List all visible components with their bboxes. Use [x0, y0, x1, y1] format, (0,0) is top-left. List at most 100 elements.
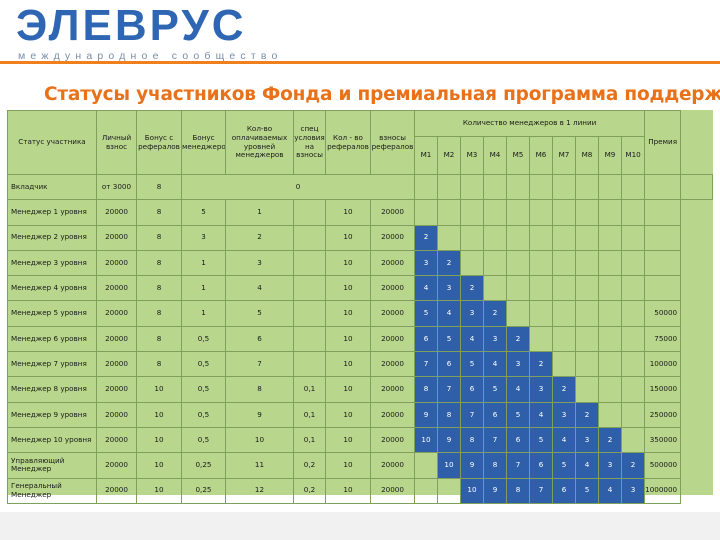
cell-m9: [620, 173, 646, 201]
cell-status: Управляющий Менеджер: [7, 452, 97, 479]
cell-m3: 10: [460, 477, 484, 504]
cell-bonus-ref: 10: [136, 401, 182, 428]
cell-paid-levels: 10: [225, 426, 294, 454]
cell-m5: [506, 300, 530, 327]
cell-bonus: [644, 249, 682, 277]
cell-ref-count: 10: [325, 376, 371, 403]
cell-m8: 4: [575, 452, 599, 479]
cell-m7: 6: [552, 477, 576, 504]
cell-paid-levels: 1: [225, 199, 294, 226]
cell-m5: 4: [506, 376, 530, 403]
cell-m3: [460, 199, 484, 226]
cell-bonus-ref: 8: [136, 224, 182, 251]
cell-m1: 9: [414, 401, 438, 428]
cell-bonus-mgr: 0,25: [181, 452, 226, 479]
cell-m9: [598, 376, 622, 403]
cell-m6: [529, 224, 553, 251]
cell-m10: 3: [620, 477, 646, 504]
cell-special: [293, 351, 326, 378]
cell-ref-count: 10: [325, 351, 371, 378]
cell-m2: 4: [437, 300, 461, 327]
cell-m1: 8: [414, 376, 438, 403]
cell-bonus-mgr: 1: [181, 249, 226, 277]
cell-m4: 4: [483, 351, 507, 378]
cell-m3: 6: [460, 376, 484, 403]
cell-m5: 2: [506, 325, 530, 353]
cell-deposit: 20000: [96, 426, 137, 454]
cell-m6: 7: [529, 477, 553, 504]
cell-m4: 2: [483, 300, 507, 327]
cell-deposit: 20000: [96, 300, 137, 327]
cell-bonus-ref: 8: [136, 325, 182, 353]
cell-m7: [552, 249, 576, 277]
cell-special: [293, 224, 326, 251]
cell-bonus: 50000: [644, 300, 682, 327]
page-title: Статусы участников Фонда и премиальная п…: [44, 84, 720, 105]
cell-m3: 3: [460, 300, 484, 327]
cell-status: Менеджер 10 уровня: [7, 426, 97, 454]
cell-special: 0,1: [293, 426, 326, 454]
cell-bonus: [644, 199, 682, 226]
cell-m5: [506, 224, 530, 251]
cell-m1: 10: [414, 426, 438, 454]
cell-m9: 4: [598, 477, 622, 504]
cell-ref-count: 10: [325, 199, 371, 226]
cell-status: Менеджер 7 уровня: [7, 351, 97, 378]
cell-m5: 6: [506, 426, 530, 454]
cell-m8: [575, 325, 599, 353]
cell-m7: [552, 351, 576, 378]
cell-m9: [598, 351, 622, 378]
cell-bonus-ref: 10: [136, 426, 182, 454]
cell-status: Менеджер 3 уровня: [7, 249, 97, 277]
cell-m4: [483, 275, 507, 302]
cell-m10: [620, 351, 646, 378]
cell-ref-count: 10: [325, 325, 371, 353]
table-row: Менеджер 5 уровня 20000 8 1 5 10 20000 5 4 3 2 5000…: [7, 300, 713, 327]
cell-ref-contrib: 20000: [370, 300, 415, 327]
cell-m4: 6: [483, 401, 507, 428]
cell-m3: 8: [460, 426, 484, 454]
cell-ref-contrib: 20000: [370, 351, 415, 378]
cell-deposit: 20000: [96, 325, 137, 353]
header-paid-levels: Кол-во оплачиваемых уровней менеджеров: [225, 110, 294, 175]
table-row: Менеджер 10 уровня 20000 10 0,5 10 0,1 10 20000…: [7, 426, 713, 454]
cell-m8: [575, 249, 599, 277]
header-m3: M3: [460, 136, 484, 175]
cell-zero: 0: [181, 173, 415, 201]
cell-m6: 5: [529, 426, 553, 454]
status-table-panel: Статус участника Личный взнос Бонус с ре…: [7, 110, 713, 504]
cell-m4: [506, 173, 530, 201]
cell-m7: [552, 224, 576, 251]
cell-m2: 2: [437, 249, 461, 277]
cell-deposit: 20000: [96, 351, 137, 378]
cell-m5: 8: [506, 477, 530, 504]
cell-m5: [506, 249, 530, 277]
cell-m3: 9: [460, 452, 484, 479]
cell-ref-count: 10: [325, 224, 371, 251]
cell-m10: [620, 199, 646, 226]
cell-m10: [620, 275, 646, 302]
cell-m7: [575, 173, 599, 201]
cell-m9: [598, 275, 622, 302]
header-divider: [0, 61, 720, 64]
header-m1: M1: [414, 136, 438, 175]
cell-status: Менеджер 4 уровня: [7, 275, 97, 302]
footer-strip: [0, 512, 720, 540]
header-managers-group: Количество менеджеров в 1 линии: [413, 110, 646, 137]
cell-bonus-ref: 8: [136, 275, 182, 302]
cell-m2: 10: [437, 452, 461, 479]
cell-m5: [506, 275, 530, 302]
table-row: Менеджер 2 уровня 20000 8 3 2 10 20000 2: [7, 224, 713, 251]
cell-ref-count: 10: [325, 249, 371, 277]
header-bonus-ref: Бонус с рефералов: [136, 110, 182, 175]
cell-m2: 3: [437, 275, 461, 302]
cell-status: Менеджер 1 уровня: [7, 199, 97, 226]
table-row: Менеджер 3 уровня 20000 8 1 3 10 20000 3 2: [7, 249, 713, 277]
cell-bonus-ref: 10: [136, 452, 182, 479]
cell-m4: [483, 199, 507, 226]
cell-paid-levels: 9: [225, 401, 294, 428]
cell-paid-levels: 7: [225, 351, 294, 378]
cell-m8: [575, 199, 599, 226]
header-ref-count: Кол - во рефералов: [325, 110, 371, 175]
cell-special: 0,1: [293, 401, 326, 428]
